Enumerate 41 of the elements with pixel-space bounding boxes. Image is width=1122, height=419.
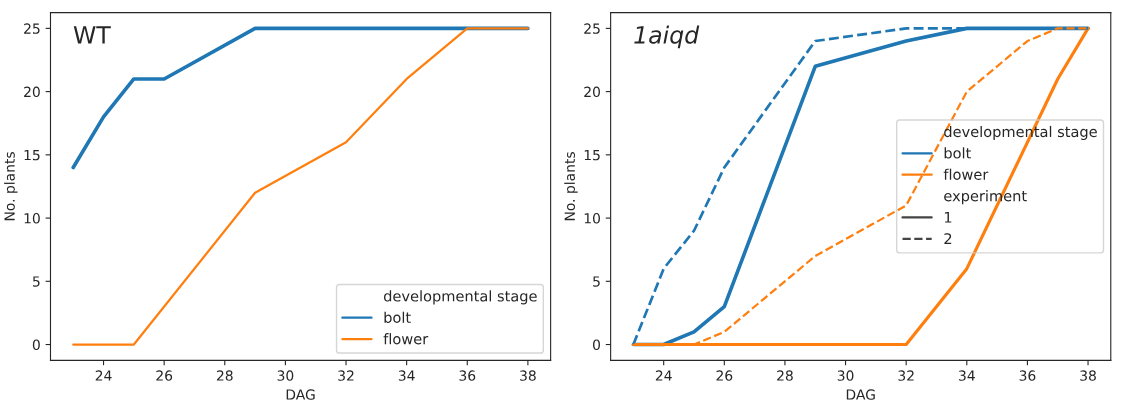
y-tick-label: 5 (33, 276, 40, 287)
y-tick-label: 15 (24, 149, 40, 161)
x-axis-title: DAG (286, 389, 315, 400)
y-tick-label: 25 (24, 23, 40, 34)
y-tick-label: 15 (584, 149, 600, 161)
y-tick-label: 25 (584, 23, 600, 34)
x-tick-label: 32 (338, 370, 354, 381)
x-tick-label: 30 (837, 370, 854, 381)
legend-label: bolt (384, 311, 411, 323)
y-axis-title: No. plants (4, 152, 18, 221)
chart-title: WT (73, 26, 111, 44)
legend-label: bolt (944, 147, 971, 159)
y-tick-label: 5 (593, 276, 600, 287)
legend-label: flower (383, 333, 429, 345)
x-tick-label: 28 (216, 370, 233, 381)
x-tick-label: 24 (95, 370, 112, 381)
x-tick-label: 26 (716, 370, 733, 381)
y-tick-label: 0 (593, 339, 600, 351)
x-tick-label: 38 (520, 370, 536, 381)
text: 1aiqd (634, 25, 700, 49)
x-tick-label: 34 (959, 370, 975, 381)
x-tick-label: 36 (1019, 370, 1036, 381)
y-axis-title: No. plants (564, 152, 578, 221)
x-tick-label: 26 (156, 370, 173, 381)
y-tick-label: 0 (32, 339, 40, 351)
x-tick-label: 30 (277, 370, 294, 381)
y-tick-label: 20 (584, 86, 600, 98)
x-tick-label: 38 (1080, 370, 1096, 381)
annotation: 2 (944, 233, 952, 244)
y-tick-label: 10 (584, 213, 600, 224)
annotation: 1 (944, 211, 952, 223)
y-tick-label: 20 (24, 86, 40, 98)
y-tick-label: 10 (24, 213, 40, 224)
x-tick-label: 28 (777, 370, 793, 381)
x-tick-label: 36 (459, 370, 476, 381)
x-tick-label: 24 (655, 370, 672, 381)
x-tick-label: 34 (398, 370, 415, 381)
legend-label: flower (943, 168, 989, 180)
x-axis-title: DAG (846, 389, 875, 400)
x-tick-label: 32 (898, 370, 914, 381)
legend-title: developmental stage (383, 290, 537, 305)
